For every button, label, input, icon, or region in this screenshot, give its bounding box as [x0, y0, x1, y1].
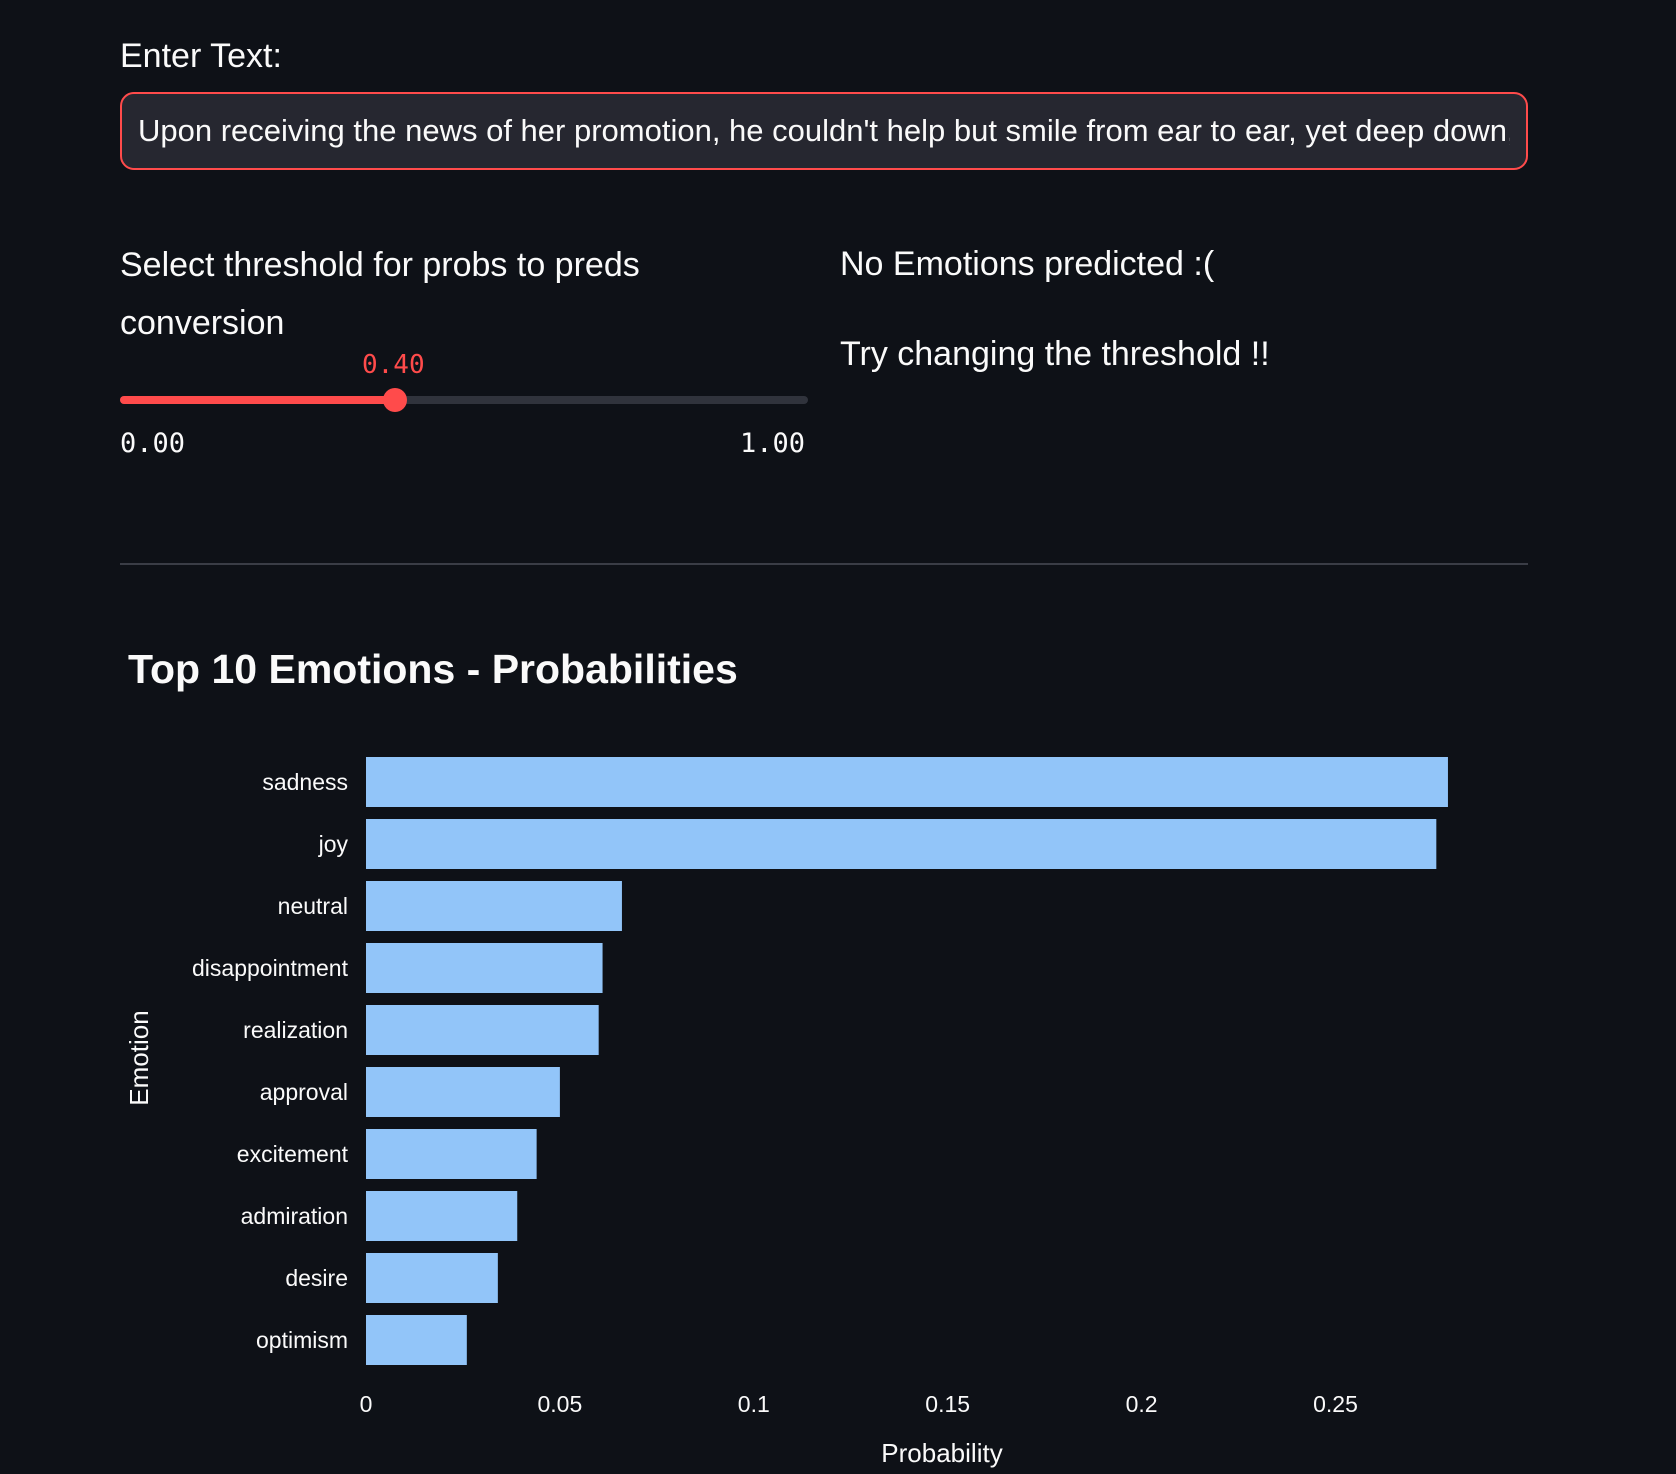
bar-neutral [366, 881, 622, 931]
y-tick-label: desire [285, 1265, 348, 1291]
y-tick-label: approval [260, 1079, 348, 1105]
text-input[interactable] [120, 92, 1528, 170]
x-tick-label: 0.1 [738, 1391, 770, 1417]
bar-optimism [366, 1315, 467, 1365]
bar-sadness [366, 757, 1448, 807]
result-message: No Emotions predicted :( [840, 245, 1215, 283]
x-tick-label: 0 [360, 1391, 373, 1417]
x-axis-title: Probability [881, 1438, 1002, 1468]
y-tick-label: optimism [256, 1327, 348, 1353]
threshold-slider-thumb[interactable] [383, 388, 408, 412]
threshold-slider-max: 1.00 [740, 428, 806, 459]
bar-excitement [366, 1129, 537, 1179]
bar-approval [366, 1067, 560, 1117]
threshold-slider-track[interactable] [120, 388, 808, 412]
y-tick-label: admiration [241, 1203, 348, 1229]
y-axis-title: Emotion [124, 1010, 154, 1105]
result-hint: Try changing the threshold !! [840, 335, 1270, 373]
section-divider [120, 563, 1528, 565]
y-tick-label: disappointment [192, 955, 349, 981]
bar-admiration [366, 1191, 518, 1241]
x-tick-label: 0.25 [1313, 1391, 1358, 1417]
x-tick-label: 0.2 [1126, 1391, 1158, 1417]
threshold-slider-value: 0.40 [362, 350, 425, 380]
y-tick-label: realization [243, 1017, 348, 1043]
bar-desire [366, 1253, 498, 1303]
x-tick-label: 0.05 [538, 1391, 583, 1417]
threshold-slider-fill [120, 396, 396, 404]
x-tick-label: 0.15 [925, 1391, 970, 1417]
y-tick-label: neutral [278, 893, 348, 919]
y-tick-label: sadness [262, 769, 348, 795]
threshold-slider-label: Select threshold for probs to preds conv… [120, 246, 640, 342]
bar-disappointment [366, 943, 603, 993]
y-tick-label: excitement [237, 1141, 349, 1167]
bar-realization [366, 1005, 599, 1055]
bar-joy [366, 819, 1437, 869]
chart-title: Top 10 Emotions - Probabilities [128, 646, 738, 692]
text-input-label: Enter Text: [120, 37, 282, 75]
threshold-slider-min: 0.00 [120, 428, 186, 459]
y-tick-label: joy [318, 831, 349, 857]
